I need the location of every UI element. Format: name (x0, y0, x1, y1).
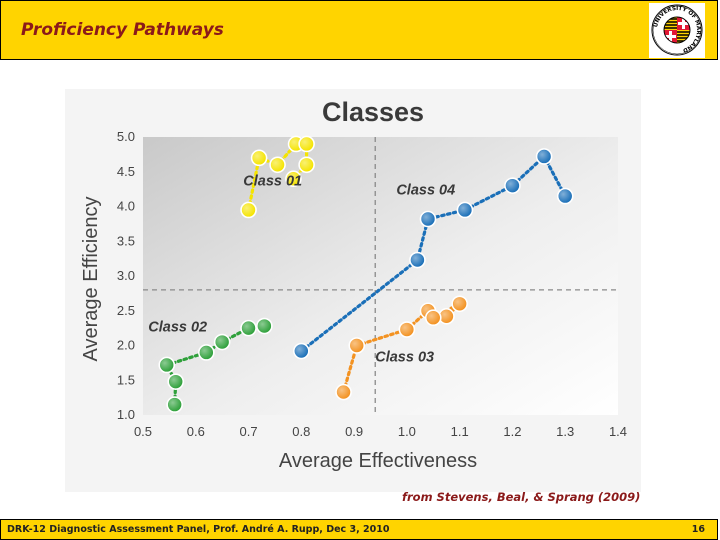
chart-title: Classes (322, 97, 424, 127)
x-tick-label: 1.0 (398, 424, 416, 439)
x-tick-label: 1.4 (609, 424, 627, 439)
class-02-point (198, 344, 215, 361)
classes-chart: Classes Average Effectiveness Average Ef… (65, 89, 641, 492)
class-03-point (451, 295, 468, 313)
y-tick-label: 5.0 (117, 129, 135, 144)
class-02-point (256, 317, 273, 335)
class-04-point (504, 177, 521, 194)
x-tick-label: 1.3 (556, 424, 574, 439)
class-01-point (250, 149, 268, 167)
university-of-maryland-seal-icon: UNIVERSITY OF MARYLAND (649, 3, 705, 58)
page-number: 16 (691, 524, 705, 535)
class-04-point (456, 201, 474, 219)
x-tick-label: 0.8 (292, 424, 310, 439)
x-tick-label: 1.2 (503, 424, 521, 439)
y-tick-label: 4.0 (117, 199, 135, 214)
class-03-point (398, 321, 416, 338)
class-03-point (348, 337, 366, 354)
x-tick-label: 0.7 (240, 424, 258, 439)
x-tick-label: 0.6 (187, 424, 205, 439)
class-02-label: Class 02 (148, 320, 207, 336)
y-axis-label: Average Efficiency (80, 197, 102, 362)
class-04-point (556, 187, 574, 205)
class-01-point (269, 156, 286, 174)
class-02-point (167, 373, 185, 390)
class-03-point (335, 383, 352, 401)
citation-text: from Stevens, Beal, & Sprang (2009) (402, 490, 641, 504)
class-01-label: Class 01 (243, 174, 302, 190)
y-tick-label: 3.5 (117, 233, 135, 248)
class-01-point (240, 201, 257, 219)
class-02-point (240, 319, 257, 337)
class-03-point (424, 309, 442, 326)
y-tick-label: 1.5 (117, 372, 135, 387)
y-tick-label: 4.5 (117, 164, 135, 179)
y-tick-label: 2.0 (117, 338, 135, 353)
class-01-point (298, 156, 315, 174)
x-tick-label: 0.5 (134, 424, 152, 439)
plot-area (143, 137, 618, 415)
x-tick-label: 0.9 (345, 424, 363, 439)
slide-footer: DRK-12 Diagnostic Assessment Panel, Prof… (0, 519, 718, 540)
slide-header: Proficiency Pathways UNIVERSITY OF MARYL… (0, 0, 718, 60)
footer-text: DRK-12 Diagnostic Assessment Panel, Prof… (7, 524, 390, 535)
x-tick-label: 1.1 (451, 424, 469, 439)
class-02-point (158, 356, 176, 374)
class-03-label: Class 03 (375, 349, 434, 365)
x-axis-label: Average Effectiveness (279, 450, 477, 472)
y-tick-label: 3.0 (117, 268, 135, 283)
y-tick-label: 2.5 (117, 303, 135, 318)
y-tick-label: 1.0 (117, 407, 135, 422)
slide-title: Proficiency Pathways (21, 20, 224, 40)
class-01-point (298, 135, 315, 153)
class-04-label: Class 04 (396, 183, 455, 199)
class-02-point (166, 396, 183, 413)
class-02-point (213, 333, 231, 351)
class-04-point (409, 251, 426, 269)
class-04-point (293, 342, 310, 360)
class-04-point (419, 210, 437, 228)
class-04-point (535, 148, 553, 165)
